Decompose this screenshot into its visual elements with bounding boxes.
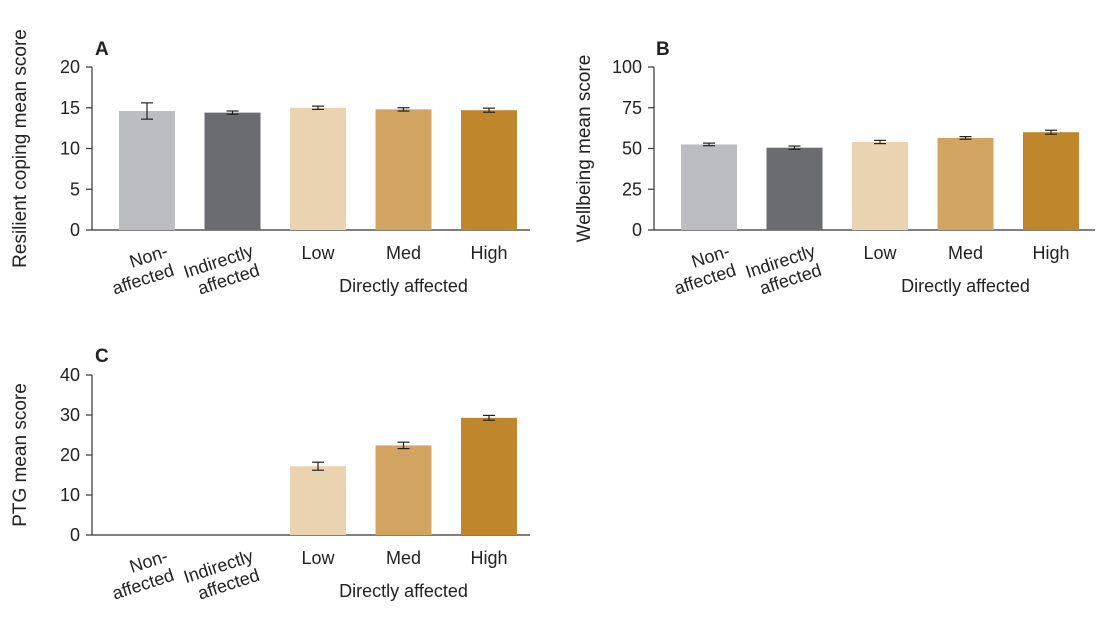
error-bar [141,102,153,120]
bar-high [461,417,517,535]
x-tick-label: Med [948,243,983,263]
y-axis-title: Wellbeing mean score [574,55,595,243]
error-bar [483,107,495,113]
x-tick-label: Non-affected [665,241,738,299]
y-tick-label: 0 [632,220,642,240]
x-tick-label: Indirectlyaffected [743,241,824,301]
y-tick-label: 5 [70,179,80,199]
y-tick-label: 25 [622,179,642,199]
error-bar [703,142,715,147]
panel-letter: B [656,39,670,60]
bar-indirectly-affected [204,112,261,230]
y-tick-label: 0 [70,525,80,545]
x-tick-label: High [1032,243,1069,263]
error-bar [788,145,801,150]
y-tick-label: 50 [622,139,642,159]
panel-letter: A [95,39,109,60]
x-tick-label: Non-affected [103,241,176,299]
error-bar [226,110,239,115]
error-bar [397,107,410,112]
panel-b: B Wellbeing mean score 0 25 50 75 100 Non-affec… [574,39,1095,301]
bar-med [937,137,994,230]
y-tick-label: 30 [60,405,80,425]
error-bar [397,441,410,450]
x-tick-label: Med [386,243,421,263]
bar-low [290,107,346,230]
bar-non-affected [681,144,737,230]
bar-low [290,466,346,535]
error-bar [312,105,324,110]
y-tick-label: 0 [70,220,80,240]
x-tick-label: Indirectlyaffected [181,546,262,606]
x-tick-label: Low [301,243,335,263]
panel-letter: C [95,346,109,367]
y-tick-label: 20 [60,445,80,465]
bar-high [1023,132,1079,230]
error-bar [312,461,324,471]
bar-med [375,445,432,535]
group-label: Directly affected [901,276,1030,296]
bar-indirectly-affected [766,147,823,230]
y-axis-title: Resilient coping mean score [10,29,31,268]
panel-a: A Resilient coping mean score 0 5 10 15 20 Non-… [10,29,530,301]
x-tick-label: High [470,548,507,568]
y-tick-label: 100 [612,57,642,77]
y-tick-label: 75 [622,98,642,118]
group-label: Directly affected [339,276,468,296]
bar-non-affected [119,111,175,230]
x-tick-label: Indirectlyaffected [181,241,262,301]
bar-med [375,109,432,230]
x-tick-label: High [470,243,507,263]
y-tick-label: 40 [60,365,80,385]
y-tick-label: 20 [60,57,80,77]
x-tick-label: Med [386,548,421,568]
group-label: Directly affected [339,581,468,601]
y-axis-title: PTG mean score [10,383,31,527]
bar-low [852,141,908,230]
bar-high [461,110,517,230]
x-tick-label: Low [301,548,335,568]
y-tick-label: 10 [60,139,80,159]
error-bar [959,136,972,140]
error-bar [1045,129,1057,135]
x-tick-label: Low [863,243,897,263]
x-tick-label: Non-affected [103,546,176,604]
y-tick-label: 15 [60,98,80,118]
panel-c: C PTG mean score 0 10 20 30 40 Non-affected Indi… [10,346,530,606]
error-bar [874,139,886,145]
y-tick-label: 10 [60,485,80,505]
error-bar [483,414,495,421]
